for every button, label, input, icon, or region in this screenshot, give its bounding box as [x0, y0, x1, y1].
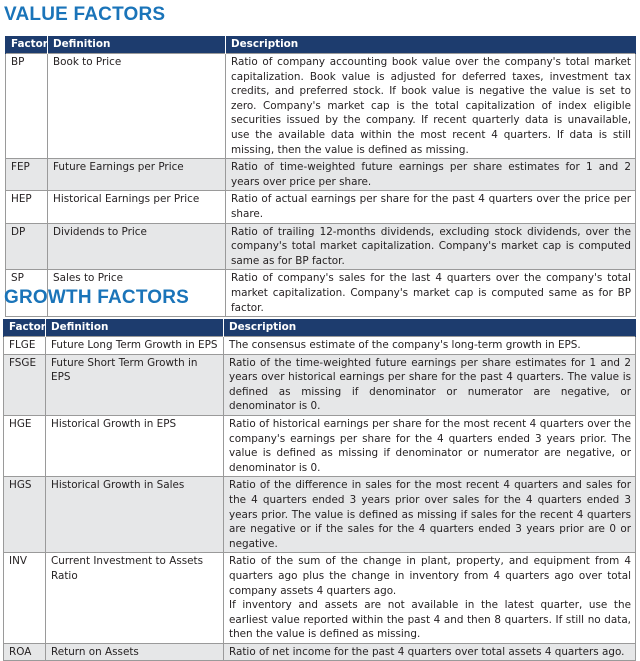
factor-code: SP — [5, 269, 48, 318]
column-header-definition: Definition — [45, 319, 224, 337]
factor-description: Ratio of the difference in sales for the… — [223, 476, 636, 554]
table-row: ROA Return on Assets Ratio of net income… — [3, 642, 636, 661]
column-header-description: Description — [223, 319, 636, 337]
factor-definition: Dividends to Price — [47, 222, 226, 271]
table-row: HEP Historical Earnings per Price Ratio … — [5, 190, 636, 224]
table-row: BP Book to Price Ratio of company accoun… — [5, 52, 636, 160]
factor-definition: Return on Assets — [45, 642, 224, 661]
factor-description: Ratio of company accounting book value o… — [225, 52, 636, 160]
factor-description: Ratio of actual earnings per share for t… — [225, 190, 636, 224]
table-row: FSGE Future Short Term Growth in EPS Rat… — [3, 353, 636, 416]
factor-description: Ratio of time-weighted future earnings p… — [225, 158, 636, 192]
factor-code: BP — [5, 52, 48, 160]
factor-description: Ratio of trailing 12-months dividends, e… — [225, 222, 636, 271]
growth-factors-table: Factor Definition Description FLGE Futur… — [3, 319, 636, 661]
growth-factors-heading: GROWTH FACTORS — [4, 287, 190, 308]
factor-code: HGS — [3, 476, 46, 554]
table-row: HGE Historical Growth in EPS Ratio of hi… — [3, 414, 636, 478]
factor-definition: Current Investment to Assets Ratio — [45, 552, 224, 644]
table-header-row: Factor Definition Description — [5, 36, 636, 54]
factor-definition: Historical Growth in EPS — [45, 414, 224, 478]
factor-code: HEP — [5, 190, 48, 224]
description-paragraph: Ratio of the sum of the change in plant,… — [229, 555, 631, 597]
factor-definition: Future Short Term Growth in EPS — [45, 353, 224, 416]
factor-description: The consensus estimate of the company's … — [223, 336, 636, 355]
table-row: FLGE Future Long Term Growth in EPS The … — [3, 336, 636, 355]
column-header-factor: Factor — [3, 319, 46, 337]
table-row: SP Sales to Price Ratio of company's sal… — [5, 269, 636, 318]
factor-definition: Historical Earnings per Price — [47, 190, 226, 224]
column-header-definition: Definition — [47, 36, 226, 54]
factor-description: Ratio of the sum of the change in plant,… — [223, 552, 636, 644]
table-row: INV Current Investment to Assets Ratio R… — [3, 552, 636, 644]
value-factors-heading: VALUE FACTORS — [4, 4, 166, 25]
value-factors-table: Factor Definition Description BP Book to… — [5, 36, 636, 318]
factor-description: Ratio of the time-weighted future earnin… — [223, 353, 636, 416]
table-row: DP Dividends to Price Ratio of trailing … — [5, 222, 636, 271]
column-header-factor: Factor — [5, 36, 48, 54]
factor-code: INV — [3, 552, 46, 644]
factor-code: DP — [5, 222, 48, 271]
factor-code: ROA — [3, 642, 46, 661]
factor-definition: Book to Price — [47, 52, 226, 160]
factor-definition: Future Earnings per Price — [47, 158, 226, 192]
factor-description: Ratio of company's sales for the last 4 … — [225, 269, 636, 318]
column-header-description: Description — [225, 36, 636, 54]
factor-description: Ratio of net income for the past 4 quart… — [223, 642, 636, 661]
factor-definition: Sales to Price — [47, 269, 226, 318]
factor-code: FLGE — [3, 336, 46, 355]
description-paragraph: If inventory and assets are not availabl… — [229, 599, 631, 641]
table-row: HGS Historical Growth in Sales Ratio of … — [3, 476, 636, 554]
table-row: FEP Future Earnings per Price Ratio of t… — [5, 158, 636, 192]
factor-definition: Historical Growth in Sales — [45, 476, 224, 554]
factor-code: FEP — [5, 158, 48, 192]
table-header-row: Factor Definition Description — [3, 319, 636, 337]
factor-description: Ratio of historical earnings per share f… — [223, 414, 636, 478]
factor-code: FSGE — [3, 353, 46, 416]
factor-definition: Future Long Term Growth in EPS — [45, 336, 224, 355]
factor-code: HGE — [3, 414, 46, 478]
